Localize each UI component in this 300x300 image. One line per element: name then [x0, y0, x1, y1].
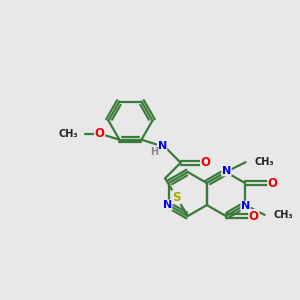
- Text: O: O: [95, 127, 105, 140]
- Text: N: N: [241, 201, 250, 211]
- Text: CH₃: CH₃: [58, 129, 78, 139]
- Text: CH₃: CH₃: [254, 157, 274, 167]
- Text: O: O: [201, 156, 211, 169]
- Text: S: S: [172, 191, 181, 204]
- Text: O: O: [268, 176, 278, 190]
- Text: N: N: [158, 141, 167, 151]
- Text: N: N: [222, 166, 231, 176]
- Text: H: H: [150, 147, 158, 158]
- Text: O: O: [249, 210, 259, 223]
- Text: CH₃: CH₃: [274, 210, 293, 220]
- Text: N: N: [163, 200, 172, 210]
